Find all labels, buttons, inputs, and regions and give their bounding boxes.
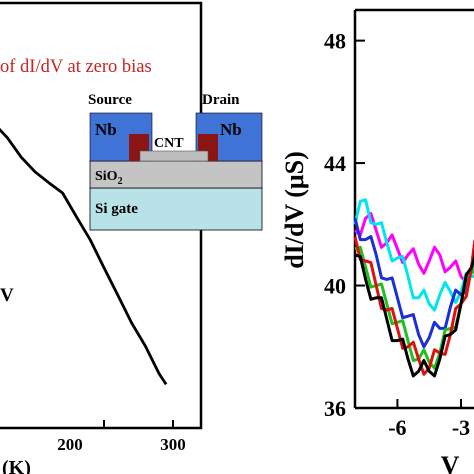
si-gate-layer <box>89 187 263 231</box>
right-y-ticks: 36 40 44 48 <box>324 29 365 421</box>
cnt-label: CNT <box>154 136 184 151</box>
left-annotation: of dI/dV at zero bias <box>0 57 152 77</box>
right-ytick-label-44: 44 <box>324 151 346 176</box>
right-xtick-label--6: -6 <box>388 415 406 440</box>
sio2-layer <box>89 160 263 189</box>
right-ytick-label-36: 36 <box>324 396 346 421</box>
nb-right-label: Nb <box>220 120 242 139</box>
left-panel: of dI/dV at zero bias V 200 300 (K) Sour… <box>0 1 263 474</box>
left-curve-label: V <box>0 285 14 306</box>
sio2-label-main: SiO <box>95 169 118 184</box>
left-series-line <box>0 127 168 386</box>
left-xtick-200: 200 <box>57 435 83 454</box>
right-panel: 36 40 44 48 -6 -3 dI/dV (μS) V <box>280 8 474 474</box>
right-series-line-4 <box>353 236 474 376</box>
sio2-label-sub: 2 <box>118 176 123 187</box>
right-series-line-2 <box>353 217 474 349</box>
right-series-line-5 <box>354 249 474 378</box>
device-schematic: Source Drain Nb Nb CNT SiO2 Si gate <box>88 92 263 231</box>
sio2-label: SiO2 <box>95 169 123 187</box>
left-x-ticks <box>103 420 174 428</box>
cnt-channel <box>139 150 209 162</box>
right-y-axis-label: dI/dV (μS) <box>280 151 309 269</box>
left-xtick-300: 300 <box>160 435 186 454</box>
drain-label: Drain <box>202 92 240 108</box>
right-ytick-label-48: 48 <box>324 29 346 54</box>
right-series-group <box>353 198 474 378</box>
right-series-line-1 <box>353 198 474 312</box>
si-gate-label: Si gate <box>95 201 138 217</box>
source-label: Source <box>88 92 132 108</box>
nb-left-label: Nb <box>95 120 117 139</box>
right-ytick-label-40: 40 <box>324 274 346 299</box>
right-series-line-0 <box>354 212 474 284</box>
right-x-axis-label: V <box>441 451 460 474</box>
right-xtick-label--3: -3 <box>452 415 470 440</box>
right-x-ticks: -6 -3 <box>388 399 470 440</box>
left-x-axis-label: (K) <box>2 457 31 474</box>
